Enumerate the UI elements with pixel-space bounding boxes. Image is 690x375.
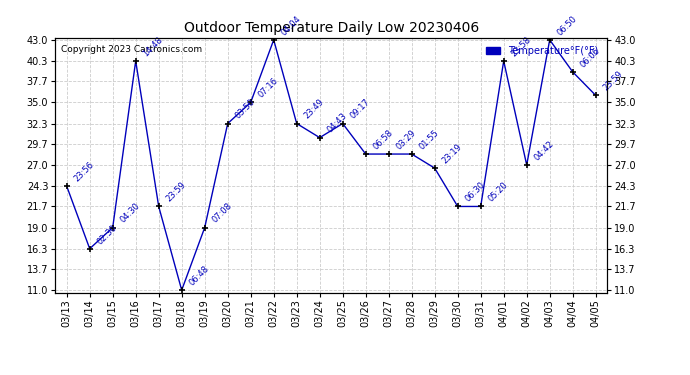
Text: 23:19: 23:19 bbox=[440, 142, 464, 165]
Text: 04:43: 04:43 bbox=[325, 112, 348, 135]
Text: 03:50: 03:50 bbox=[233, 98, 257, 121]
Text: 06:50: 06:50 bbox=[555, 14, 578, 37]
Text: Copyright 2023 Cartronics.com: Copyright 2023 Cartronics.com bbox=[61, 45, 202, 54]
Text: 14:48: 14:48 bbox=[141, 35, 164, 58]
Text: 23:49: 23:49 bbox=[302, 98, 326, 121]
Text: 04:42: 04:42 bbox=[532, 139, 555, 162]
Text: 04:30: 04:30 bbox=[118, 201, 141, 225]
Text: 03:29: 03:29 bbox=[394, 128, 417, 151]
Text: 07:08: 07:08 bbox=[210, 201, 234, 225]
Text: 04:04: 04:04 bbox=[279, 14, 302, 37]
Text: 06:48: 06:48 bbox=[187, 264, 210, 287]
Text: 06:06: 06:06 bbox=[578, 46, 602, 69]
Text: 23:56: 23:56 bbox=[72, 160, 96, 183]
Text: 01:55: 01:55 bbox=[417, 128, 440, 151]
Title: Outdoor Temperature Daily Low 20230406: Outdoor Temperature Daily Low 20230406 bbox=[184, 21, 479, 35]
Text: 06:58: 06:58 bbox=[371, 128, 395, 151]
Text: 05:20: 05:20 bbox=[486, 180, 509, 204]
Text: 23:59: 23:59 bbox=[164, 180, 188, 204]
Text: 23:59: 23:59 bbox=[601, 69, 624, 93]
Text: 23:58: 23:58 bbox=[509, 35, 533, 58]
Text: 06:30: 06:30 bbox=[463, 180, 486, 204]
Text: 07:16: 07:16 bbox=[256, 76, 279, 100]
Legend: Temperature°F(°F): Temperature°F(°F) bbox=[482, 42, 602, 60]
Text: 09:17: 09:17 bbox=[348, 98, 371, 121]
Text: 02:30: 02:30 bbox=[95, 223, 119, 246]
